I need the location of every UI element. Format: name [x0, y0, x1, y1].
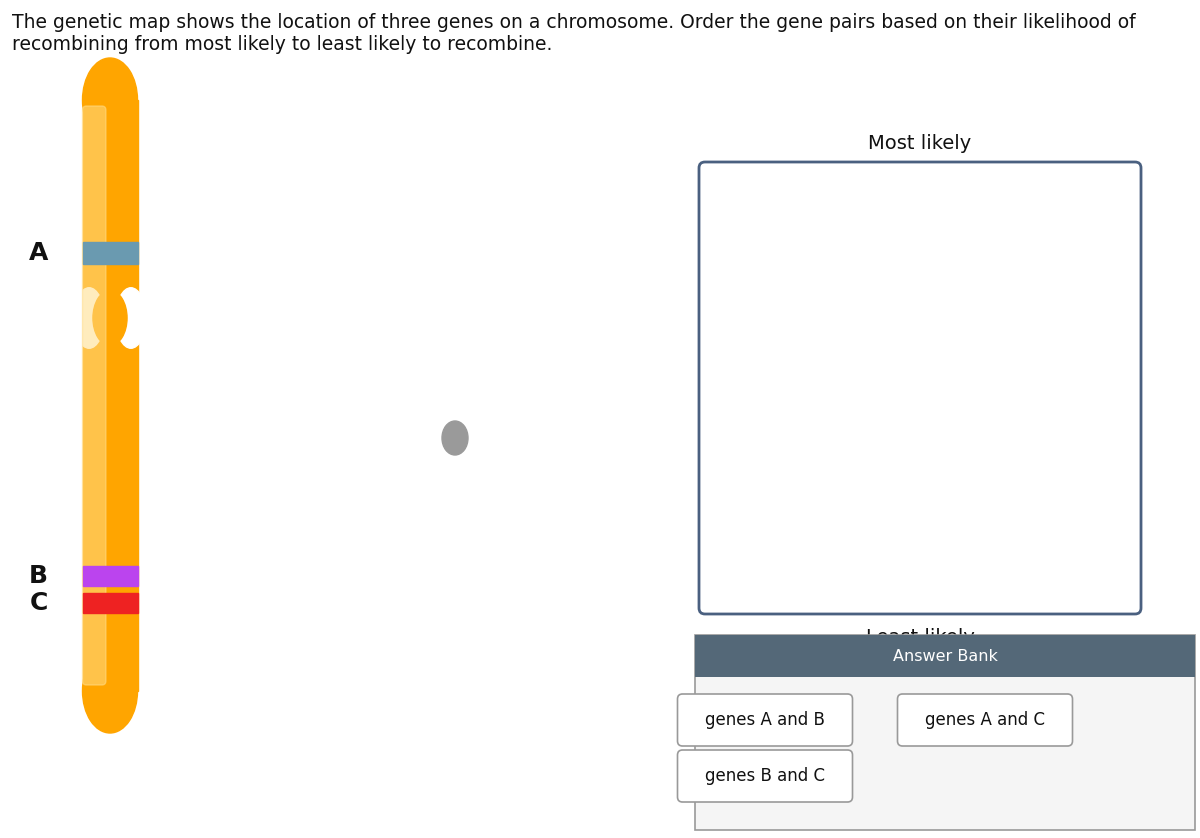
Ellipse shape [442, 421, 468, 455]
Ellipse shape [115, 287, 146, 349]
Text: Most likely: Most likely [869, 134, 972, 153]
Text: C: C [30, 591, 48, 615]
Bar [83, 566, 138, 586]
FancyBboxPatch shape [83, 106, 106, 685]
Text: A: A [29, 241, 48, 265]
Bar [83, 100, 138, 691]
Bar [695, 635, 1195, 677]
FancyBboxPatch shape [898, 694, 1073, 746]
FancyBboxPatch shape [678, 750, 852, 802]
Ellipse shape [74, 287, 104, 349]
Ellipse shape [83, 58, 138, 142]
Text: Answer Bank: Answer Bank [893, 649, 997, 664]
Text: The genetic map shows the location of three genes on a chromosome. Order the gen: The genetic map shows the location of th… [12, 13, 1135, 54]
Ellipse shape [83, 649, 138, 733]
Text: genes B and C: genes B and C [706, 767, 826, 785]
Bar [695, 635, 1195, 830]
Text: genes A and B: genes A and B [706, 711, 824, 729]
FancyBboxPatch shape [678, 694, 852, 746]
Bar [83, 593, 138, 613]
Ellipse shape [92, 291, 127, 345]
Text: genes A and C: genes A and C [925, 711, 1045, 729]
Text: B: B [29, 564, 48, 588]
FancyBboxPatch shape [698, 162, 1141, 614]
Bar [83, 242, 138, 264]
Text: Least likely: Least likely [865, 628, 974, 647]
